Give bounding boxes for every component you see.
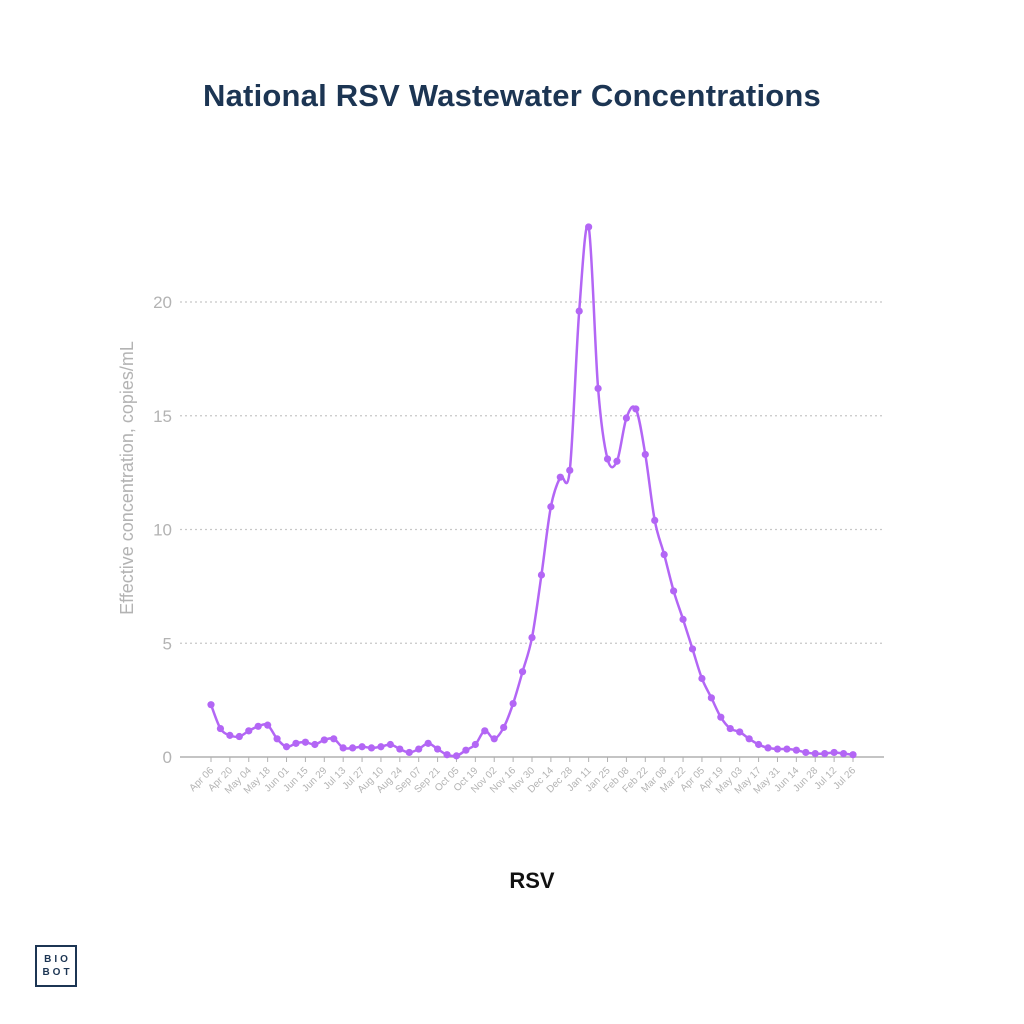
data-point	[849, 751, 857, 759]
series-line	[209, 223, 854, 758]
logo-line-2: BOT	[42, 967, 73, 978]
data-point	[226, 731, 234, 739]
data-point	[320, 736, 328, 744]
data-point	[745, 735, 753, 743]
y-tick-label: 0	[163, 748, 172, 767]
x-tick-label: Jul 26	[831, 765, 858, 792]
x-axis-label: RSV	[509, 868, 555, 893]
y-tick-label: 20	[153, 293, 172, 312]
gridlines	[180, 301, 884, 644]
biobot-logo: BIO BOT	[35, 945, 77, 987]
data-point	[500, 723, 508, 732]
data-point	[349, 744, 357, 752]
data-point	[424, 739, 432, 747]
data-point	[594, 384, 602, 393]
data-point	[811, 749, 819, 758]
data-point	[547, 503, 555, 511]
data-point	[245, 727, 253, 735]
data-point	[707, 694, 715, 702]
data-point	[792, 746, 800, 754]
data-point	[301, 738, 310, 746]
chart-title: National RSV Wastewater Concentrations	[203, 78, 821, 113]
data-point	[509, 699, 517, 708]
data-point	[273, 735, 281, 743]
data-point	[556, 473, 564, 481]
data-point	[622, 414, 631, 422]
y-tick-label: 15	[153, 407, 172, 426]
series	[207, 223, 857, 760]
data-point	[660, 550, 668, 559]
data-point	[670, 587, 678, 595]
logo-line-1: BIO	[44, 954, 71, 965]
data-point	[396, 745, 404, 753]
data-point	[528, 633, 536, 642]
data-point	[688, 645, 697, 653]
data-point	[632, 405, 640, 413]
data-point	[518, 668, 527, 676]
data-point	[679, 615, 687, 623]
y-tick-label: 5	[163, 634, 172, 653]
data-point	[641, 450, 649, 459]
data-point	[575, 307, 583, 315]
data-point	[490, 735, 498, 743]
data-point	[311, 740, 319, 749]
data-point	[471, 740, 479, 749]
y-axis-ticks: 0 5 10 15 20	[153, 293, 172, 767]
data-point	[651, 516, 659, 525]
data-point	[764, 744, 772, 752]
data-point	[264, 721, 272, 729]
data-point	[216, 724, 225, 733]
data-point	[830, 748, 838, 757]
data-point	[783, 745, 791, 753]
data-point	[358, 743, 366, 751]
data-point	[207, 701, 215, 709]
data-point	[698, 674, 706, 683]
data-point	[443, 751, 451, 759]
data-point	[282, 743, 291, 751]
data-point	[254, 722, 262, 730]
data-point	[736, 728, 744, 736]
data-point	[235, 732, 243, 741]
data-point	[603, 455, 612, 463]
data-point	[377, 743, 385, 751]
data-point	[433, 745, 442, 753]
data-point	[726, 724, 734, 733]
data-point	[839, 749, 848, 758]
data-point	[405, 748, 413, 757]
y-axis-label: Effective concentration, copies/mL	[117, 341, 137, 615]
data-point	[330, 735, 338, 743]
data-point	[452, 752, 461, 760]
data-point	[566, 466, 574, 474]
data-point	[585, 223, 593, 231]
data-point	[821, 749, 829, 758]
data-point	[367, 744, 376, 752]
data-point	[537, 571, 546, 579]
data-point	[773, 745, 782, 753]
y-tick-label: 10	[153, 521, 172, 540]
data-point	[462, 746, 470, 754]
data-point	[415, 745, 423, 753]
data-point	[754, 740, 763, 749]
data-point	[386, 740, 394, 749]
data-point	[481, 727, 489, 735]
data-point	[802, 748, 810, 757]
data-point	[613, 457, 621, 465]
data-point	[339, 744, 347, 752]
data-point	[717, 713, 725, 721]
data-point	[292, 739, 300, 747]
